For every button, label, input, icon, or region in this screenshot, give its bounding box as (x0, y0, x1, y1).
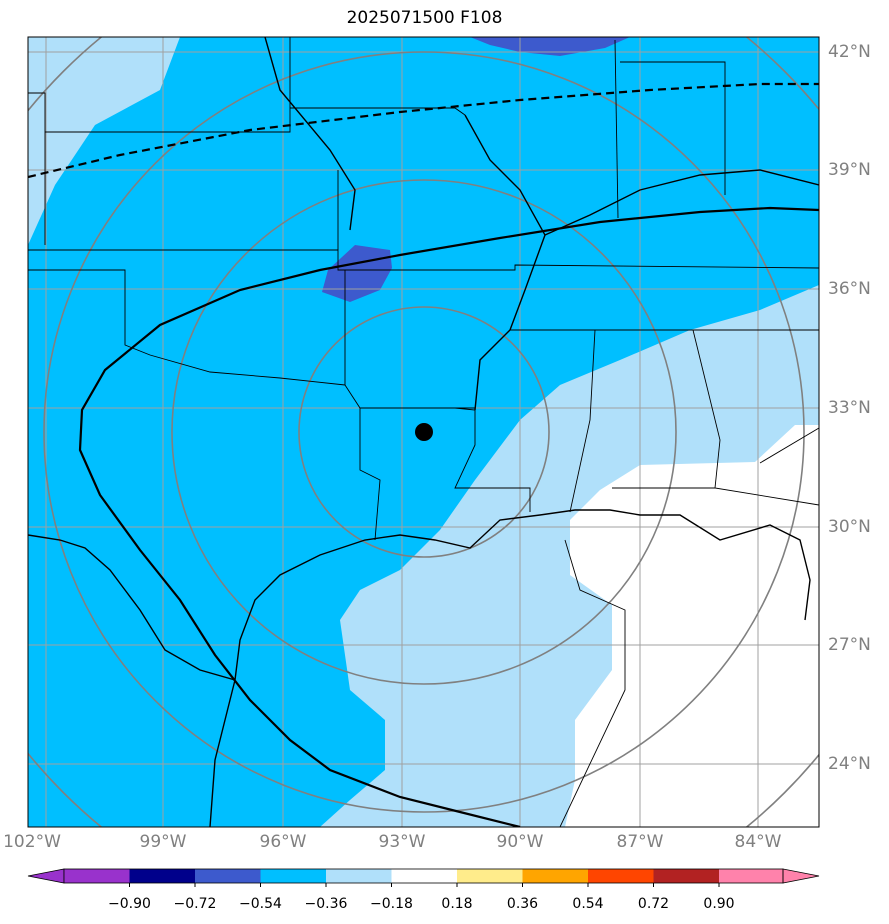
lon-label: 90°W (496, 832, 544, 852)
center-marker (415, 423, 433, 441)
colorbar-low-arrow (27, 868, 65, 884)
colorbar-tick-label: 0.54 (572, 896, 604, 912)
coastline (28, 37, 819, 827)
lon-label: 84°W (734, 832, 782, 852)
field-weak-negative-nw (28, 37, 180, 245)
colorbar-bin-9 (588, 869, 654, 883)
colorbar-bin-1 (64, 869, 130, 883)
lon-label: 93°W (378, 832, 426, 852)
colorbar-bin-10 (653, 869, 719, 883)
colorbar-bin-7 (457, 869, 523, 883)
lon-label: 99°W (139, 832, 187, 852)
colorbar-bin-4 (260, 869, 326, 883)
lat-label: 42°N (828, 42, 871, 62)
colorbar-bin-8 (522, 869, 588, 883)
state-boundaries (28, 37, 819, 827)
colorbar-frame (63, 868, 784, 884)
colorbar (27, 868, 820, 887)
contours (28, 82, 819, 827)
colorbar-bin-6 (391, 869, 457, 883)
lat-label: 39°N (828, 160, 871, 180)
colorbar-tick-label: −0.54 (239, 896, 282, 912)
map-frame (27, 36, 820, 828)
colorbar-tick-label: −0.72 (173, 896, 217, 912)
colorbar-tick-label: 0.18 (441, 896, 473, 912)
lat-label: 33°N (828, 398, 871, 418)
lon-label: 102°W (3, 832, 61, 852)
colorbar-bin-3 (195, 869, 261, 883)
lat-label: 30°N (828, 517, 871, 537)
field-neutral-se (565, 425, 819, 827)
lat-label: 24°N (828, 754, 871, 774)
colorbar-tick-label: −0.90 (108, 896, 151, 912)
colorbar-tick-label: 0.90 (703, 896, 735, 912)
lat-label: 27°N (828, 635, 871, 655)
lon-label: 87°W (616, 832, 664, 852)
colorbar-ticks (129, 883, 720, 887)
colorbar-tick-label: −0.36 (304, 896, 348, 912)
colorbar-tick-label: −0.18 (370, 896, 413, 912)
lat-label: 36°N (828, 279, 871, 299)
colorbar-bin-2 (129, 869, 195, 883)
colorbar-tick-label: 0.72 (637, 896, 670, 912)
field-strong-negative-top (470, 37, 630, 56)
lon-label: 96°W (259, 832, 307, 852)
colorbar-bin-5 (326, 869, 392, 883)
graticule (28, 37, 819, 827)
colorbar-tick-label: 0.36 (506, 896, 539, 912)
colorbar-high-arrow (782, 868, 820, 884)
map-title: 2025071500 F108 (346, 8, 503, 28)
colorbar-bin-11 (719, 869, 783, 883)
